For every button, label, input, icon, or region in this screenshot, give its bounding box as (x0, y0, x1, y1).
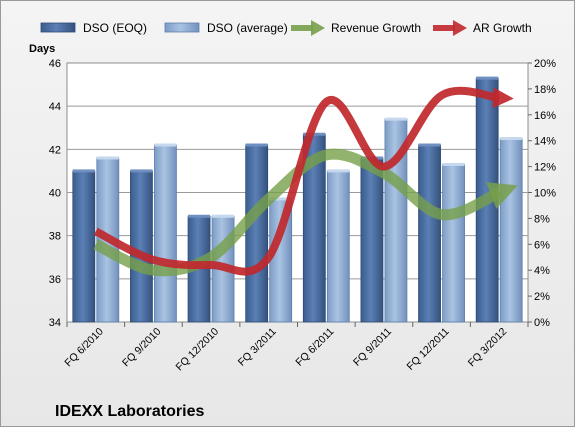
bar-cap (443, 163, 465, 166)
y-left-tick-38: 38 (49, 231, 61, 243)
legend-label-dso-average: DSO (average) (207, 21, 288, 35)
bar-cap (73, 169, 95, 172)
bar-dso-eoq (419, 145, 441, 322)
legend: DSO (EOQ) DSO (average) Revenue Growth AR G… (41, 20, 532, 36)
y-right-tick-6: 6% (534, 239, 550, 251)
bar-dso-eoq (73, 171, 95, 322)
legend-arrowhead-ar-growth (453, 20, 467, 36)
legend-label-ar-growth: AR Growth (473, 21, 532, 35)
x-tick-label: FQ 6/2010 (62, 326, 106, 370)
bar-cap (476, 77, 498, 80)
y-right-tick-2: 2% (534, 291, 550, 303)
y-left-tick-34: 34 (49, 317, 61, 329)
legend-label-revenue-growth: Revenue Growth (331, 21, 421, 35)
y-left-tick-44: 44 (49, 101, 61, 113)
y-right-tick-14: 14% (534, 136, 556, 148)
y-right-tick-16: 16% (534, 110, 556, 122)
bar-cap (327, 169, 349, 172)
bar-cap (212, 215, 234, 218)
bar-dso-average (443, 164, 465, 322)
y-right-tick-18: 18% (534, 84, 556, 96)
chart-title: IDEXX Laboratories (55, 403, 204, 420)
y-right-tick-10: 10% (534, 188, 556, 200)
x-tick-label: FQ 12/2010 (173, 326, 221, 374)
x-tick-label: FQ 3/2011 (236, 326, 279, 369)
y-left-tick-40: 40 (49, 188, 61, 200)
y-left-tick-36: 36 (49, 274, 61, 286)
bar-cap (130, 169, 152, 172)
x-tick-label: FQ 3/2012 (466, 326, 510, 370)
legend-arrowhead-revenue-growth (311, 20, 325, 36)
bar-dso-average (327, 171, 349, 322)
legend-label-dso-eoq: DSO (EOQ) (83, 21, 147, 35)
bar-cap (500, 137, 522, 140)
bar-cap (97, 156, 119, 159)
bar-cap (246, 144, 268, 147)
y-right-tick-20: 20% (534, 58, 556, 70)
x-tick-label: FQ 12/2011 (405, 326, 452, 373)
x-tick-label: FQ 6/2011 (293, 326, 336, 369)
y-right-tick-4: 4% (534, 265, 550, 277)
bar-dso-eoq (246, 145, 268, 322)
bar-cap (154, 144, 176, 147)
bar-dso-eoq (130, 171, 152, 322)
x-tick-label: FQ 9/2010 (120, 326, 164, 370)
bar-dso-eoq (361, 158, 383, 322)
y-right-tick-0: 0% (534, 317, 550, 329)
bar-cap (419, 144, 441, 147)
bar-cap (188, 215, 210, 218)
y-left-tick-42: 42 (49, 144, 61, 156)
y-right-tick-8: 8% (534, 213, 550, 225)
legend-swatch-dso-eoq (41, 23, 75, 32)
bar-dso-average (154, 145, 176, 322)
y-left-tick-46: 46 (49, 58, 61, 70)
x-tick-label: FQ 9/2011 (351, 326, 394, 369)
y-right-tick-12: 12% (534, 162, 556, 174)
bar-cap (385, 118, 407, 121)
bar-dso-average (500, 139, 522, 322)
legend-swatch-dso-average (165, 23, 199, 32)
y-axis-left-label: Days (29, 43, 55, 55)
